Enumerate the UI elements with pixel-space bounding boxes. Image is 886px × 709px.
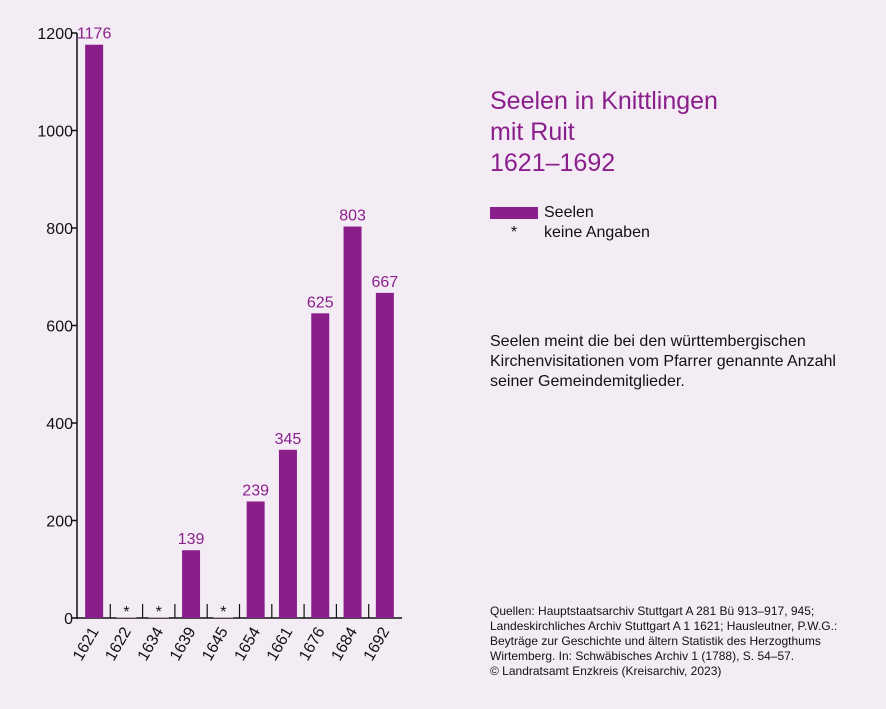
legend-label-missing: keine Angaben (544, 224, 650, 241)
legend-label-seelen: Seelen (544, 204, 594, 221)
missing-marker-1634: * (156, 604, 162, 621)
x-tick-label-1661: 1661 (264, 624, 297, 663)
x-tick-label-1634: 1634 (135, 624, 168, 663)
y-tick-label-200: 200 (46, 514, 73, 531)
missing-marker-1645: * (220, 604, 226, 621)
title-line-2: mit Ruit (490, 118, 575, 146)
sources-line-3: Beyträge zur Geschichte und ältern Stati… (490, 634, 821, 648)
explanatory-note: Seelen meint die bei den württembergisch… (490, 333, 836, 390)
chart-title: Seelen in Knittlingen mit Ruit 1621–1692 (490, 86, 718, 179)
y-tick-label-800: 800 (46, 221, 73, 238)
title-line-3: 1621–1692 (490, 149, 616, 177)
y-tick-label-1200: 1200 (37, 26, 73, 43)
value-label-1654: 239 (242, 482, 269, 499)
value-label-1676: 625 (307, 294, 334, 311)
value-label-1621: 1176 (77, 26, 112, 43)
x-tick-label-1654: 1654 (232, 624, 265, 663)
value-label-1639: 139 (178, 531, 205, 548)
legend-item-seelen: Seelen (490, 203, 650, 223)
sources-credit: Quellen: Hauptstaatsarchiv Stuttgart A 2… (490, 604, 880, 679)
x-tick-label-1639: 1639 (167, 624, 200, 663)
y-tick-label-400: 400 (46, 416, 73, 433)
sources-line-2: Landeskirchliches Archiv Stuttgart A 1 1… (490, 619, 838, 633)
legend-item-missing: * keine Angaben (490, 223, 650, 243)
legend-missing-symbol: * (510, 224, 518, 241)
bar-1676 (311, 313, 330, 618)
sources-line-5: © Landratsamt Enzkreis (Kreisarchiv, 202… (490, 664, 722, 678)
x-tick-label-1692: 1692 (361, 624, 394, 663)
bar-1639 (182, 550, 201, 618)
missing-marker-1622: * (123, 604, 129, 621)
sources-line-1: Quellen: Hauptstaatsarchiv Stuttgart A 2… (490, 604, 815, 618)
y-tick-label-0: 0 (64, 611, 73, 628)
sources-line-4: Wirtemberg. In: Schwäbisches Archiv 1 (1… (490, 649, 795, 663)
title-line-1: Seelen in Knittlingen (490, 87, 718, 115)
value-label-1692: 667 (371, 274, 398, 291)
legend-swatch (490, 207, 538, 219)
x-tick-label-1622: 1622 (102, 624, 135, 663)
bar-1692 (375, 292, 394, 618)
legend: Seelen * keine Angaben (490, 203, 650, 243)
x-tick-label-1621: 1621 (70, 624, 103, 663)
bar-1684 (343, 226, 362, 618)
x-tick-label-1676: 1676 (296, 624, 329, 663)
y-tick-label-1000: 1000 (37, 124, 73, 141)
bar-1621 (85, 44, 104, 618)
y-tick-label-600: 600 (46, 319, 73, 336)
x-tick-label-1645: 1645 (199, 624, 232, 663)
bar-1661 (278, 449, 297, 618)
x-tick-label-1684: 1684 (328, 624, 361, 663)
value-label-1661: 345 (275, 431, 302, 448)
bar-1654 (246, 501, 265, 618)
value-label-1684: 803 (339, 208, 366, 225)
